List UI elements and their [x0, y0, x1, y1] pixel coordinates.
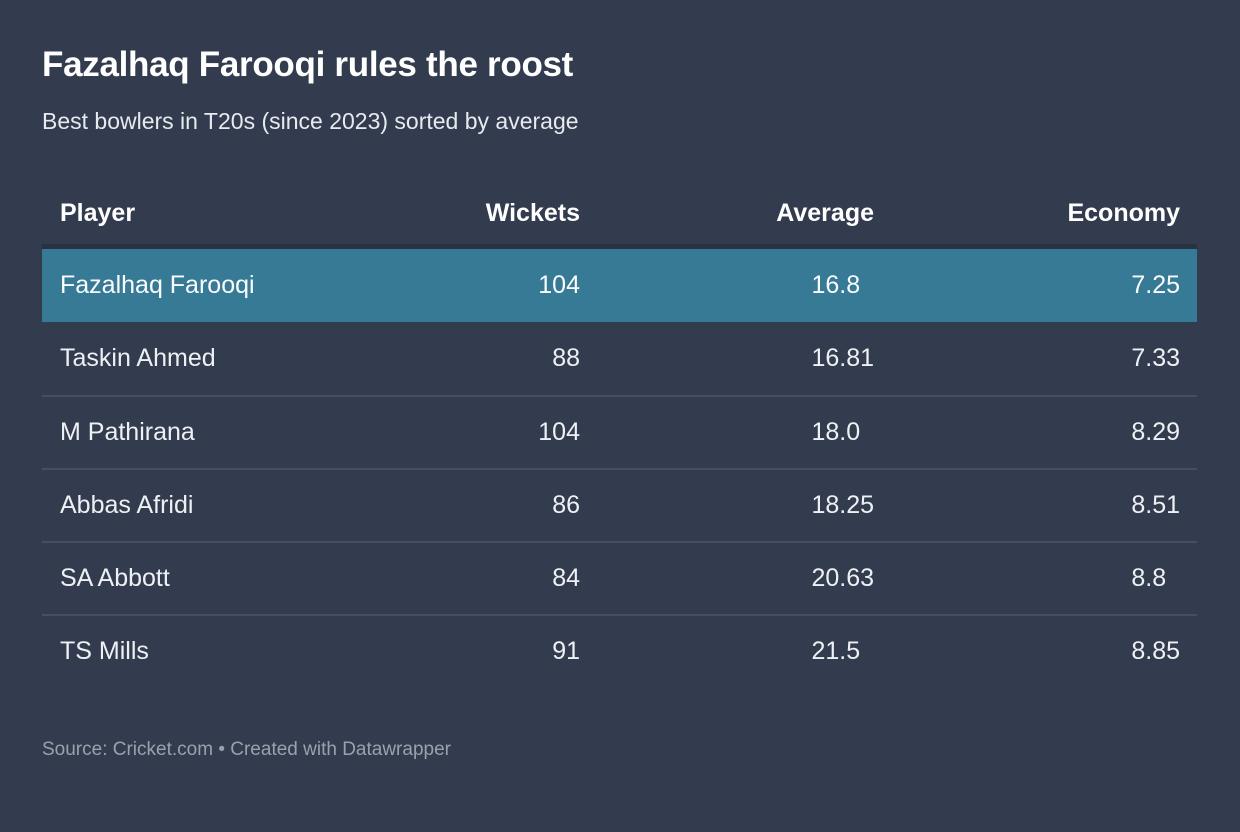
cell-average: 16.81 — [811, 344, 875, 373]
table-row: Fazalhaq Farooqi 104 16.8 7.25 — [42, 249, 1197, 323]
table-row: TS Mills 91 21.5 8.85 — [42, 614, 1197, 687]
bowlers-table: Player Wickets Average Economy Fazalhaq … — [42, 183, 1197, 687]
table-row: Abbas Afridi 86 18.25 8.51 — [42, 468, 1197, 541]
cell-wickets: 84 — [552, 564, 580, 593]
cell-economy: 8.8 — [1131, 564, 1167, 593]
cell-average: 21.5 — [811, 637, 861, 666]
chart-subtitle: Best bowlers in T20s (since 2023) sorted… — [42, 108, 579, 134]
cell-average: 18.25 — [811, 491, 875, 520]
cell-player: SA Abbott — [60, 564, 170, 593]
cell-player: M Pathirana — [60, 418, 195, 447]
column-header-average: Average — [776, 199, 874, 228]
cell-player: Abbas Afridi — [60, 491, 194, 520]
table-header-row: Player Wickets Average Economy — [42, 183, 1197, 250]
cell-economy: 8.85 — [1131, 637, 1181, 666]
column-header-wickets: Wickets — [485, 199, 580, 228]
cell-economy: 7.25 — [1131, 271, 1181, 300]
table-row: SA Abbott 84 20.63 8.8 — [42, 541, 1197, 614]
table-row: M Pathirana 104 18.0 8.29 — [42, 395, 1197, 468]
cell-economy: 8.29 — [1131, 418, 1181, 447]
cell-average: 16.8 — [811, 271, 861, 300]
source-attribution: Source: Cricket.com • Created with Dataw… — [42, 739, 451, 761]
cell-wickets: 88 — [552, 344, 580, 373]
column-header-economy: Economy — [1067, 199, 1180, 228]
cell-wickets: 91 — [552, 637, 580, 666]
cell-average: 18.0 — [811, 418, 861, 447]
table-row: Taskin Ahmed 88 16.81 7.33 — [42, 322, 1197, 395]
cell-average: 20.63 — [811, 564, 875, 593]
cell-economy: 7.33 — [1131, 344, 1181, 373]
cell-player: Fazalhaq Farooqi — [60, 271, 255, 300]
cell-player: TS Mills — [60, 637, 149, 666]
chart-card: Fazalhaq Farooqi rules the roost Best bo… — [42, 45, 1197, 761]
cell-economy: 8.51 — [1131, 491, 1181, 520]
cell-player: Taskin Ahmed — [60, 344, 216, 373]
cell-wickets: 86 — [552, 491, 580, 520]
column-header-player: Player — [60, 199, 136, 228]
cell-wickets: 104 — [538, 271, 580, 300]
chart-title: Fazalhaq Farooqi rules the roost — [42, 45, 574, 84]
cell-wickets: 104 — [538, 418, 580, 447]
